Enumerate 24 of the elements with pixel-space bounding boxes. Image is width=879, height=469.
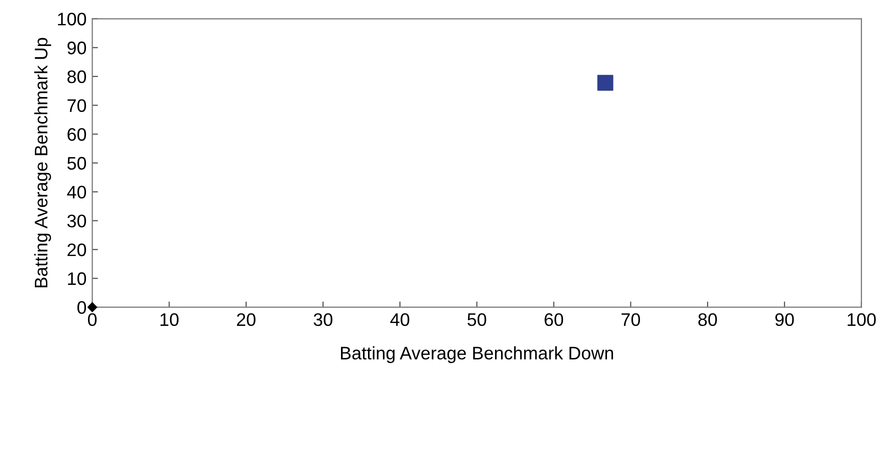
x-tick-label: 70 [622,313,640,326]
x-tick-label: 10 [160,313,179,326]
y-tick-label: 10 [68,272,86,286]
y-tick-label: 90 [68,42,86,54]
y-tick-label: 70 [68,99,86,112]
x-tick-label: 40 [390,313,410,326]
x-tick-label: 60 [544,313,564,326]
x-tick-label: 100 [848,313,876,326]
y-tick-label: 80 [67,70,86,84]
x-tick-label: 50 [468,313,486,326]
x-axis-title: Batting Average Benchmark Down [341,346,614,364]
y-tick-label: 0 [77,301,86,314]
y-tick-label: 60 [68,128,86,141]
x-tick-label: 20 [236,313,256,326]
x-tick-label: 30 [314,313,332,326]
y-tick-label: 50 [67,156,86,170]
y-axis-title: Batting Average Benchmark Up [34,38,52,288]
y-tick-label: 20 [68,243,86,256]
x-tick-label: 0 [88,313,97,326]
x-tick-label: 80 [698,313,717,326]
y-tick-label: 40 [67,186,86,199]
y-tick-label: 100 [58,12,86,26]
x-tick-label: 90 [775,313,794,326]
y-tick-label: 30 [67,214,86,228]
